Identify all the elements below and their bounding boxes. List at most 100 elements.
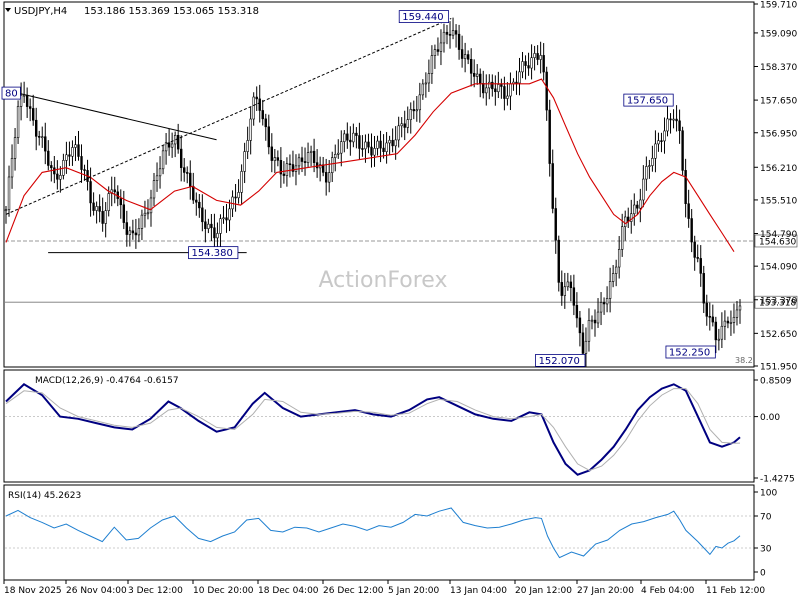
candle-body — [122, 204, 126, 223]
trendline-channel[interactable] — [5, 18, 452, 215]
candle-body — [436, 49, 440, 52]
rsi-tick-label: 30 — [760, 545, 772, 555]
candle-body — [433, 49, 437, 56]
ohlc-readout: 153.186 153.369 153.065 153.318 — [84, 6, 259, 17]
candle-body — [663, 130, 666, 142]
candle-body — [666, 118, 669, 132]
time-tick-label: 5 Jan 20:00 — [388, 586, 440, 596]
candle-body — [279, 160, 283, 175]
symbol-label: USDJPY,H4 — [14, 6, 67, 17]
candle-body — [469, 58, 473, 74]
candle-body — [524, 61, 527, 66]
candle-body — [608, 281, 612, 299]
candle-body — [361, 148, 364, 150]
trendline-resistance[interactable] — [17, 92, 217, 141]
candle-body — [35, 119, 38, 137]
candle-body — [376, 140, 379, 149]
candle-body — [702, 273, 705, 304]
candle-body — [400, 123, 403, 127]
candle-body — [714, 321, 718, 341]
candle-body — [602, 302, 606, 305]
price-callout-label: 154.380 — [192, 248, 233, 259]
candle-body — [542, 55, 545, 73]
collapse-triangle-icon[interactable] — [5, 8, 11, 12]
candle-body — [554, 208, 557, 241]
candle-body — [463, 54, 467, 59]
candle-body — [125, 222, 129, 235]
candle-body — [50, 165, 53, 169]
candle-body — [243, 151, 246, 172]
price-tick-label: 159.710 — [760, 1, 797, 11]
candle-body — [530, 57, 533, 69]
candle-body — [161, 150, 165, 170]
candle-body — [95, 206, 98, 211]
candle-body — [343, 133, 346, 142]
candle-body — [252, 96, 255, 120]
candle-body — [340, 141, 343, 154]
candle-body — [240, 171, 243, 193]
candle-body — [77, 144, 80, 157]
candle-body — [699, 258, 702, 274]
candle-body — [690, 218, 693, 243]
candle-body — [297, 157, 301, 167]
candle-body — [306, 152, 310, 163]
price-tick-label: 156.210 — [760, 164, 797, 174]
candle-body — [723, 320, 727, 327]
candle-body — [228, 208, 231, 221]
candle-body — [717, 338, 721, 341]
candle-body — [572, 287, 576, 306]
candle-body — [732, 316, 736, 323]
candle-body — [545, 71, 548, 111]
candle-body — [642, 178, 645, 201]
candle-body — [566, 281, 570, 288]
candle-body — [246, 140, 249, 152]
candle-body — [424, 82, 428, 85]
candle-body — [382, 147, 385, 152]
candle-body — [385, 142, 388, 152]
candle-body — [720, 325, 724, 340]
candle-body — [158, 168, 162, 177]
candle-body — [367, 141, 370, 148]
candle-body — [119, 198, 122, 206]
candle-body — [418, 94, 422, 111]
candle-body — [155, 175, 159, 181]
candle-body — [503, 86, 506, 99]
candle-body — [47, 150, 50, 166]
candle-body — [557, 239, 560, 283]
price-tick-label: 154.090 — [760, 263, 797, 273]
candle-body — [617, 249, 621, 268]
candle-body — [309, 150, 313, 153]
candle-body — [149, 197, 153, 214]
candle-body — [152, 180, 156, 199]
candle-body — [560, 282, 563, 296]
candle-body — [349, 139, 352, 143]
macd-tick-label: 0.00 — [760, 413, 780, 423]
candle-body — [605, 298, 609, 305]
candle-body — [460, 49, 464, 59]
candle-body — [300, 157, 304, 162]
chart-header: USDJPY,H4 153.186 153.369 153.065 153.31… — [5, 6, 259, 17]
candle-body — [328, 172, 331, 183]
candle-body — [41, 136, 44, 139]
candle-body — [255, 96, 258, 100]
candle-body — [445, 31, 449, 35]
candle-body — [179, 148, 183, 168]
candle-body — [439, 42, 443, 52]
candle-body — [65, 154, 68, 161]
candle-body — [53, 167, 56, 175]
candle-body — [633, 204, 636, 215]
candle-body — [687, 203, 690, 219]
candle-body — [678, 120, 681, 132]
fib-level-corner-label: 38.2 — [735, 356, 753, 365]
candle-body — [207, 223, 210, 229]
candle-body — [681, 130, 684, 171]
candle-body — [370, 146, 373, 156]
candle-body — [222, 217, 225, 220]
rsi-tick-label: 100 — [760, 489, 777, 499]
candle-body — [110, 189, 113, 194]
candle-body — [261, 110, 264, 120]
candle-body — [264, 118, 267, 128]
candle-body — [25, 94, 29, 107]
candle-body — [38, 136, 41, 138]
